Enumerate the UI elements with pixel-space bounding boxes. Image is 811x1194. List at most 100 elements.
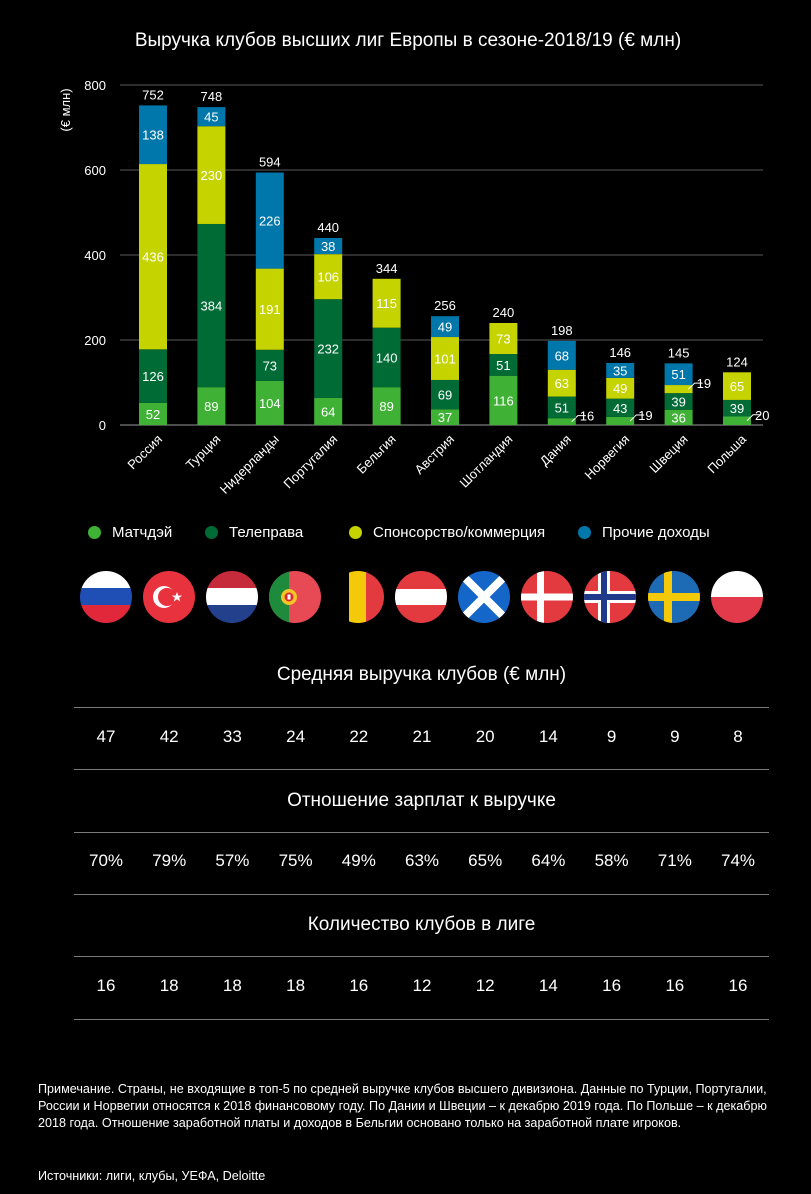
- belgium-flag: [332, 571, 384, 623]
- bar-segment: [431, 409, 459, 425]
- legend-dot-other: [578, 526, 591, 539]
- bar-segment: [431, 316, 459, 338]
- data-label: 38: [321, 239, 335, 254]
- data-label: 65: [730, 379, 744, 394]
- table-cell: 75%: [278, 851, 313, 870]
- bar-segment: [255, 172, 284, 269]
- data-label: 89: [204, 399, 218, 414]
- bar-segment: [431, 337, 459, 380]
- x-tick-label: Норвегия: [581, 432, 632, 483]
- data-label-leader: [571, 415, 586, 422]
- table-cell: 9: [670, 727, 680, 746]
- scotland-flag: [458, 571, 510, 623]
- table-cell: 16: [349, 976, 369, 995]
- data-label: 35: [613, 363, 627, 378]
- table-cell: 42: [159, 727, 179, 746]
- bar-segment: [314, 299, 343, 398]
- bar-segment: [139, 105, 167, 165]
- data-label: 51: [671, 367, 685, 382]
- legend-item-sponsorship: Спонсорство/коммерция: [349, 524, 545, 541]
- data-label: 43: [613, 401, 627, 416]
- data-label: 115: [376, 296, 397, 311]
- table-cell: 9: [606, 727, 617, 746]
- data-label: 69: [438, 388, 452, 403]
- bar-segment: [489, 354, 518, 376]
- divider: [74, 894, 769, 895]
- data-label: 101: [434, 351, 456, 366]
- grid-lines: [120, 84, 763, 426]
- data-label: 39: [730, 401, 744, 416]
- data-label: 19: [697, 376, 711, 391]
- data-label: 68: [555, 348, 569, 363]
- data-label: 104: [259, 396, 281, 411]
- bar-segment: [606, 416, 635, 425]
- poland-flag: [711, 571, 763, 623]
- data-label: 37: [438, 410, 452, 425]
- bar-segment: [489, 375, 518, 425]
- table-cell: 70%: [88, 851, 124, 870]
- divider: [74, 832, 769, 833]
- data-label: 19: [638, 408, 652, 423]
- bar-segment: [664, 409, 693, 425]
- data-label: 49: [613, 381, 627, 396]
- bar-segment: [197, 126, 226, 224]
- bar-segment: [547, 369, 576, 397]
- table-cell: 71%: [657, 851, 692, 870]
- data-label: 73: [496, 332, 510, 347]
- divider: [74, 956, 769, 957]
- total-label: 440: [317, 220, 339, 235]
- data-label: 106: [317, 270, 339, 285]
- bar-segment: [255, 349, 284, 381]
- bar-segment: [547, 396, 576, 419]
- data-label: 16: [580, 409, 594, 424]
- table-cell: 20: [475, 727, 495, 746]
- x-tick-label: Португалия: [280, 432, 340, 492]
- russia-flag: [80, 571, 132, 623]
- data-label: 226: [259, 214, 281, 229]
- bar-segment: [139, 164, 167, 350]
- norway-flag: [584, 571, 636, 623]
- x-tick-label: Дания: [537, 432, 574, 469]
- y-axis-ticks: 0 200 400 600 800: [84, 78, 106, 433]
- bar-segment: [255, 380, 284, 425]
- data-label: 126: [142, 369, 164, 384]
- legend-dot-matchday: [88, 526, 101, 539]
- table-cell: 64%: [531, 851, 566, 870]
- table-cell: 47: [96, 727, 116, 746]
- source-line: Источники: лиги, клубы, УЕФА, Deloitte: [38, 1169, 266, 1183]
- table-cell: 14: [538, 976, 558, 995]
- data-label: 52: [146, 407, 160, 422]
- data-label: 45: [204, 110, 218, 125]
- data-label: 64: [321, 404, 335, 419]
- y-tick-label: 800: [84, 78, 106, 93]
- total-label: 240: [493, 305, 515, 320]
- data-label: 51: [555, 400, 569, 415]
- data-label: 49: [438, 320, 452, 335]
- bar-segment: [372, 327, 401, 388]
- denmark-flag: [521, 571, 573, 623]
- total-label: 594: [259, 155, 281, 170]
- data-label: 232: [317, 342, 339, 357]
- y-axis-label: (€ млн): [58, 88, 73, 131]
- table-cell: 21: [412, 727, 432, 746]
- bar-segment: [372, 387, 401, 425]
- legend-label-other: Прочие доходы: [602, 524, 710, 541]
- table-cell: 16: [728, 976, 748, 995]
- x-tick-label: Шотландия: [457, 432, 516, 491]
- bar-segment: [723, 372, 751, 400]
- data-label-leader: [688, 382, 703, 390]
- avg-revenue-title: Средняя выручка клубов (€ млн): [276, 664, 567, 685]
- table-cell: 33: [222, 727, 242, 746]
- bar-segment: [314, 238, 343, 255]
- turkey-flag: [143, 571, 195, 623]
- table-cell: 14: [538, 727, 558, 746]
- y-tick-label: 600: [84, 163, 106, 178]
- club-count-title: Количество клубов в лиге: [307, 914, 536, 935]
- total-label: 752: [142, 87, 164, 102]
- table-cell: 16: [602, 976, 622, 995]
- legend-label-tv: Телеправа: [229, 524, 304, 541]
- data-label: 63: [555, 376, 569, 391]
- bar-segment: [723, 416, 751, 425]
- x-tick-label: Австрия: [412, 432, 458, 478]
- table-cell: 63%: [404, 851, 440, 870]
